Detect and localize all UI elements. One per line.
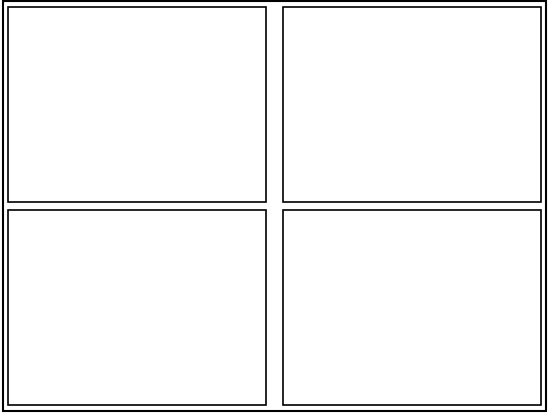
Bar <box>322 308 399 327</box>
Polygon shape <box>309 298 528 337</box>
Circle shape <box>13 82 116 160</box>
FancyArrow shape <box>367 61 405 115</box>
Bar <box>65 47 74 95</box>
Polygon shape <box>8 331 253 389</box>
Polygon shape <box>290 76 533 187</box>
FancyArrow shape <box>452 31 475 76</box>
Bar <box>81 47 89 95</box>
Bar <box>227 72 238 95</box>
Bar <box>334 94 350 102</box>
Circle shape <box>332 304 342 311</box>
Circle shape <box>338 15 356 28</box>
Polygon shape <box>502 298 528 356</box>
Polygon shape <box>39 290 72 311</box>
Bar <box>438 302 468 311</box>
Bar <box>63 41 83 50</box>
Polygon shape <box>60 259 240 317</box>
Circle shape <box>312 102 343 125</box>
Text: 3: 3 <box>27 222 36 235</box>
Text: 2: 2 <box>301 19 310 32</box>
Bar <box>407 302 438 321</box>
Circle shape <box>313 329 324 337</box>
Circle shape <box>312 144 343 167</box>
Bar <box>86 295 99 302</box>
Bar <box>189 63 210 76</box>
Polygon shape <box>99 95 137 135</box>
Polygon shape <box>322 63 476 115</box>
Text: 4: 4 <box>301 222 310 235</box>
Circle shape <box>479 144 510 167</box>
Circle shape <box>287 11 326 40</box>
Polygon shape <box>29 109 91 135</box>
Bar <box>386 125 438 154</box>
Bar <box>458 138 530 173</box>
Bar <box>96 47 105 95</box>
Circle shape <box>505 304 515 311</box>
Polygon shape <box>309 337 502 356</box>
Circle shape <box>12 11 51 40</box>
Polygon shape <box>142 38 227 95</box>
Bar <box>227 102 238 125</box>
Bar <box>442 249 463 278</box>
Circle shape <box>321 335 337 347</box>
Bar <box>295 95 360 131</box>
Text: 1: 1 <box>27 19 36 32</box>
Bar <box>150 69 181 86</box>
Bar <box>52 119 75 131</box>
Bar <box>227 131 238 154</box>
Bar <box>21 356 72 385</box>
Polygon shape <box>55 95 137 160</box>
Circle shape <box>88 362 109 377</box>
Circle shape <box>479 102 510 125</box>
Bar <box>295 138 360 173</box>
Circle shape <box>486 329 497 337</box>
Polygon shape <box>34 28 253 179</box>
Bar <box>458 95 530 131</box>
Circle shape <box>12 214 51 243</box>
Circle shape <box>287 214 326 243</box>
